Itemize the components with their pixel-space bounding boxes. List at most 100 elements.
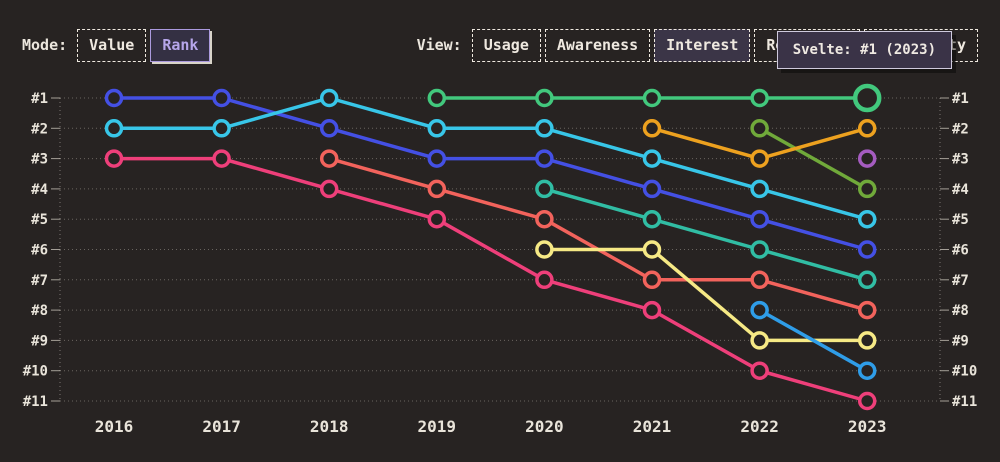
chart-point-blue-2022[interactable] (750, 209, 769, 229)
chart-point-teal-2023[interactable] (857, 270, 877, 290)
chart-point-salmon-2020[interactable] (535, 209, 554, 229)
left-rank-label: #7 (31, 273, 48, 289)
chart-point-cyan-2020[interactable] (535, 119, 554, 138)
chart-point-orange-2021[interactable] (642, 119, 662, 138)
left-rank-label: #9 (31, 333, 48, 349)
chart-line-olive-green (757, 126, 869, 191)
right-rank-label: #8 (952, 303, 969, 319)
x-axis-year-label: 2019 (418, 417, 457, 436)
chart-point-cyan-2021[interactable] (642, 149, 662, 168)
chart-point-salmon-2023[interactable] (857, 300, 877, 320)
chart-point-pink-2023[interactable] (857, 391, 877, 411)
chart-point-blue-2018[interactable] (319, 119, 339, 138)
chart-point-Svelte-2019[interactable] (427, 88, 447, 108)
chart-point-Svelte-2023[interactable] (852, 83, 882, 113)
chart-point-cyan-2019[interactable] (427, 119, 447, 138)
chart-point-pink-2020[interactable] (535, 270, 554, 290)
left-rank-label: #4 (31, 182, 48, 198)
chart-line-salmon (327, 156, 869, 312)
left-rank-label: #10 (23, 364, 48, 380)
chart-point-olive-green-2022[interactable] (750, 119, 769, 138)
x-axis-year-label: 2022 (740, 417, 779, 436)
chart-point-teal-2020[interactable] (535, 179, 554, 199)
view-option-awareness[interactable]: Awareness (544, 28, 651, 62)
x-axis-year-label: 2018 (310, 417, 349, 436)
x-axis-year-label: 2020 (525, 417, 564, 436)
chart-point-salmon-2019[interactable] (427, 179, 447, 199)
chart-point-pink-2019[interactable] (427, 209, 447, 229)
x-axis-year-label: 2016 (95, 417, 134, 436)
chart-point-salmon-2022[interactable] (750, 270, 769, 290)
mode-option-rank[interactable]: Rank (150, 28, 211, 62)
rank-bump-chart: #1 #1 #2 #2 #3 #3 #4 #4 #5 #5 #6 #6 #7 #7 #8 #8 #9 #9 #10 #… (23, 83, 977, 436)
chart-area: #1 #1 #2 #2 #3 #3 #4 #4 #5 #5 #6 #6 #7 #7 #8 #8 #9 #9 #10 #… (0, 80, 1000, 458)
chart-point-Svelte-2022[interactable] (750, 88, 769, 108)
chart-point-yellow-2020[interactable] (535, 240, 554, 259)
chart-point-salmon-2021[interactable] (642, 270, 662, 290)
view-option-interest[interactable]: Interest (654, 28, 751, 62)
chart-point-blue-2020[interactable] (535, 149, 554, 168)
mode-toggle-group: Mode: Value Rank (22, 28, 211, 62)
right-rank-label: #6 (952, 243, 969, 259)
chart-point-pink-2018[interactable] (319, 179, 339, 199)
right-rank-label: #4 (952, 182, 969, 198)
chart-point-blue-2017[interactable] (212, 88, 231, 108)
chart-point-teal-2021[interactable] (642, 209, 662, 229)
chart-point-pink-2017[interactable] (212, 149, 231, 168)
right-rank-label: #11 (952, 394, 977, 410)
chart-point-blue-2021[interactable] (642, 179, 662, 199)
chart-point-sky-blue-2022[interactable] (750, 300, 769, 320)
chart-point-blue-2023[interactable] (857, 240, 877, 259)
chart-point-blue-2016[interactable] (104, 88, 124, 108)
right-rank-label: #2 (952, 121, 969, 137)
chart-line-sky-blue (757, 308, 869, 373)
left-rank-label: #6 (31, 243, 48, 259)
chart-point-pink-2021[interactable] (642, 300, 662, 320)
chart-point-Svelte-2021[interactable] (642, 88, 662, 108)
chart-point-teal-2022[interactable] (750, 240, 769, 259)
chart-point-yellow-2023[interactable] (857, 331, 877, 350)
chart-point-olive-green-2023[interactable] (857, 179, 877, 199)
left-rank-label: #8 (31, 303, 48, 319)
view-option-usage[interactable]: Usage (471, 28, 541, 62)
chart-point-cyan-2018[interactable] (319, 88, 339, 108)
left-rank-label: #5 (31, 212, 48, 228)
chart-point-salmon-2018[interactable] (319, 149, 339, 168)
left-rank-label: #2 (31, 121, 48, 137)
chart-point-orange-2023[interactable] (857, 119, 877, 138)
right-rank-label: #10 (952, 364, 977, 380)
chart-tooltip: Svelte: #1 (2023) (776, 31, 952, 69)
left-rank-label: #1 (31, 91, 48, 107)
chart-point-sky-blue-2023[interactable] (857, 361, 877, 380)
right-rank-label: #3 (952, 152, 969, 168)
chart-point-yellow-2021[interactable] (642, 240, 662, 259)
chart-point-pink-2022[interactable] (750, 361, 769, 380)
chart-point-purple-2023[interactable] (857, 149, 877, 168)
right-rank-label: #7 (952, 273, 969, 289)
chart-line-blue (112, 96, 869, 252)
chart-point-Svelte-2020[interactable] (535, 88, 554, 108)
chart-line-teal (542, 187, 869, 282)
chart-point-yellow-2022[interactable] (750, 331, 769, 350)
chart-point-cyan-2017[interactable] (212, 119, 231, 138)
right-rank-label: #5 (952, 212, 969, 228)
x-axis-year-label: 2017 (202, 417, 241, 436)
left-rank-label: #11 (23, 394, 48, 410)
chart-point-pink-2016[interactable] (104, 149, 124, 168)
chart-point-cyan-2022[interactable] (750, 179, 769, 199)
left-rank-label: #3 (31, 152, 48, 168)
right-rank-label: #9 (952, 333, 969, 349)
chart-line-pink (112, 156, 869, 403)
x-axis-year-label: 2021 (633, 417, 672, 436)
right-rank-label: #1 (952, 91, 969, 107)
x-axis-year-label: 2023 (848, 417, 887, 436)
chart-point-cyan-2023[interactable] (857, 209, 877, 229)
chart-point-blue-2019[interactable] (427, 149, 447, 168)
mode-label: Mode: (22, 36, 68, 54)
chart-line-cyan (112, 96, 869, 221)
chart-point-cyan-2016[interactable] (104, 119, 124, 138)
mode-option-value[interactable]: Value (77, 28, 147, 62)
chart-point-orange-2022[interactable] (750, 149, 769, 168)
mode-buttons: Value Rank (77, 28, 211, 62)
view-label: View: (416, 36, 462, 54)
